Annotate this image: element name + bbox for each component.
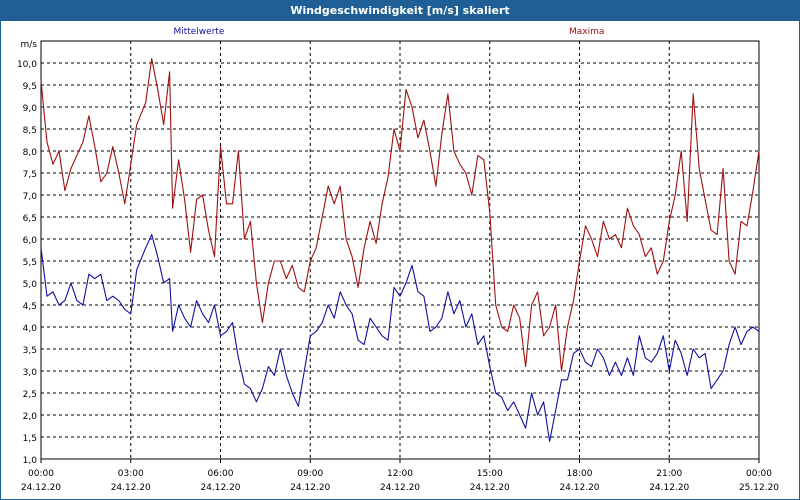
y-tick-label: 3,0	[23, 368, 38, 378]
legend-maxima: Maxima	[569, 27, 604, 37]
x-tick-time-label: 12:00	[387, 469, 413, 479]
x-tick-time-label: 21:00	[656, 469, 682, 479]
y-tick-label: 2,5	[23, 390, 37, 400]
x-tick-date-label: 24.12.20	[290, 483, 330, 493]
x-tick-date-label: 24.12.20	[200, 483, 240, 493]
x-tick-date-label: 24.12.20	[21, 483, 61, 493]
y-tick-label: 6,0	[23, 236, 38, 246]
y-tick-label: 7,5	[23, 170, 37, 180]
x-tick-date-label: 24.12.20	[470, 483, 510, 493]
x-tick-time-label: 06:00	[208, 469, 234, 479]
x-tick-time-label: 00:00	[746, 469, 772, 479]
x-tick-date-label: 24.12.20	[559, 483, 599, 493]
series-line-maxima	[40, 58, 760, 372]
x-tick-time-label: 09:00	[297, 469, 323, 479]
x-tick-time-label: 15:00	[477, 469, 503, 479]
y-tick-label: 8,0	[23, 148, 38, 158]
y-tick-label: 7,0	[23, 192, 38, 202]
x-tick-date-label: 24.12.20	[380, 483, 420, 493]
y-tick-label: 9,5	[23, 82, 37, 92]
wind-speed-chart: 1,0 1,5 2,0 2,5 3,0 3,5 4,0 4,5 5,0 5,5 6,0 6,5 7,0 7…	[17, 27, 779, 493]
y-tick-label: 2,0	[23, 412, 38, 422]
chart-title: Windgeschwindigkeit [m/s] skaliert	[1, 1, 799, 21]
legend-mittelwerte: Mittelwerte	[173, 27, 224, 37]
y-tick-label: 5,0	[23, 280, 38, 290]
x-tick-time-label: 18:00	[567, 469, 593, 479]
x-tick-date-label: 24.12.20	[649, 483, 689, 493]
y-tick-label: 1,5	[23, 434, 37, 444]
y-tick-label: 6,5	[23, 214, 37, 224]
y-tick-label: 4,0	[23, 324, 38, 334]
x-tick-time-label: 03:00	[118, 469, 144, 479]
y-tick-label: 10,0	[17, 60, 37, 70]
y-tick-label: 3,5	[23, 346, 37, 356]
y-tick-label: 8,5	[23, 126, 37, 136]
x-tick-time-label: 00:00	[28, 469, 54, 479]
y-tick-label: 5,5	[23, 258, 37, 268]
y-tick-label: 4,5	[23, 302, 37, 312]
y-tick-label: 1,0	[23, 456, 38, 466]
y-tick-label: 9,0	[23, 104, 38, 114]
series-line-mittelwerte	[40, 234, 760, 442]
x-tick-date-label: 25.12.20	[739, 483, 779, 493]
y-axis-label: m/s	[21, 40, 38, 50]
x-tick-date-label: 24.12.20	[111, 483, 151, 493]
